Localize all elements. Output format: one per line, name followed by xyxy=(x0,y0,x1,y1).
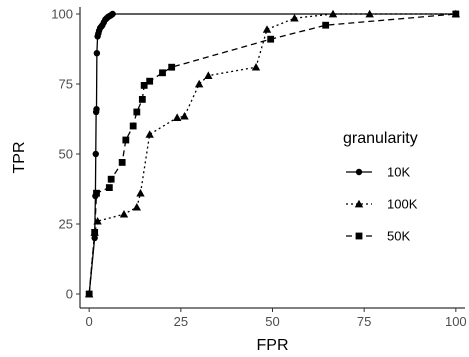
axes-layer: 0 25 50 75 100 0 25 50 75 100 xyxy=(51,7,466,330)
data-point xyxy=(168,63,176,71)
legend-key-marker xyxy=(354,199,364,208)
data-point xyxy=(118,159,126,166)
y-tick-label: 50 xyxy=(59,147,73,162)
y-tick-label: 0 xyxy=(66,287,73,302)
x-axis-title: FPR xyxy=(257,337,289,354)
data-point xyxy=(267,35,275,43)
series-line xyxy=(88,13,456,295)
series-10k xyxy=(85,10,460,298)
legend-key-marker xyxy=(355,232,363,240)
data-point xyxy=(204,71,213,79)
legend: granularity 10K 100K 50K xyxy=(343,130,418,244)
data-point xyxy=(91,229,99,236)
x-tick-label: 25 xyxy=(174,314,188,329)
x-tick-label: 50 xyxy=(265,314,279,329)
legend-key-marker xyxy=(355,168,363,176)
data-point xyxy=(136,189,145,197)
data-point xyxy=(194,79,204,88)
data-point xyxy=(93,50,101,57)
series-layer xyxy=(84,9,461,298)
data-point xyxy=(109,10,116,18)
data-point xyxy=(105,184,113,191)
data-point xyxy=(262,25,272,33)
series-line xyxy=(88,13,456,295)
legend-title: granularity xyxy=(343,130,418,147)
data-point xyxy=(93,189,100,197)
x-tick-label: 100 xyxy=(445,314,467,329)
data-point xyxy=(138,96,146,103)
data-point xyxy=(122,136,130,144)
data-point xyxy=(180,112,189,120)
legend-label: 50K xyxy=(387,229,410,244)
data-point xyxy=(322,21,330,29)
series-50k xyxy=(85,10,460,298)
data-point xyxy=(172,113,182,121)
data-point xyxy=(93,106,100,113)
y-tick-label: 100 xyxy=(51,7,73,22)
data-point xyxy=(251,63,261,71)
data-point xyxy=(365,9,374,18)
data-point xyxy=(133,108,141,116)
legend-item: 50K xyxy=(346,229,410,244)
data-point xyxy=(92,150,99,158)
data-point xyxy=(85,290,93,298)
series-line xyxy=(88,13,456,295)
data-point xyxy=(145,130,154,138)
data-point xyxy=(159,69,166,77)
data-point xyxy=(132,203,142,211)
legend-item: 10K xyxy=(346,165,410,180)
x-tick-label: 75 xyxy=(357,314,371,329)
y-tick-label: 75 xyxy=(59,77,73,92)
y-tick-label: 25 xyxy=(59,217,73,232)
legend-label: 100K xyxy=(387,197,418,212)
data-point xyxy=(146,77,154,85)
data-point xyxy=(119,210,129,218)
legend-label: 10K xyxy=(387,165,410,180)
data-point xyxy=(328,9,338,18)
series-100k xyxy=(84,9,461,298)
legend-item: 100K xyxy=(346,197,418,212)
data-point xyxy=(452,10,460,18)
data-point xyxy=(129,122,137,130)
x-tick-label: 0 xyxy=(86,314,93,329)
data-point xyxy=(290,14,299,22)
y-axis-title: TPR xyxy=(11,142,28,174)
data-point xyxy=(140,82,148,89)
data-point xyxy=(107,175,115,183)
